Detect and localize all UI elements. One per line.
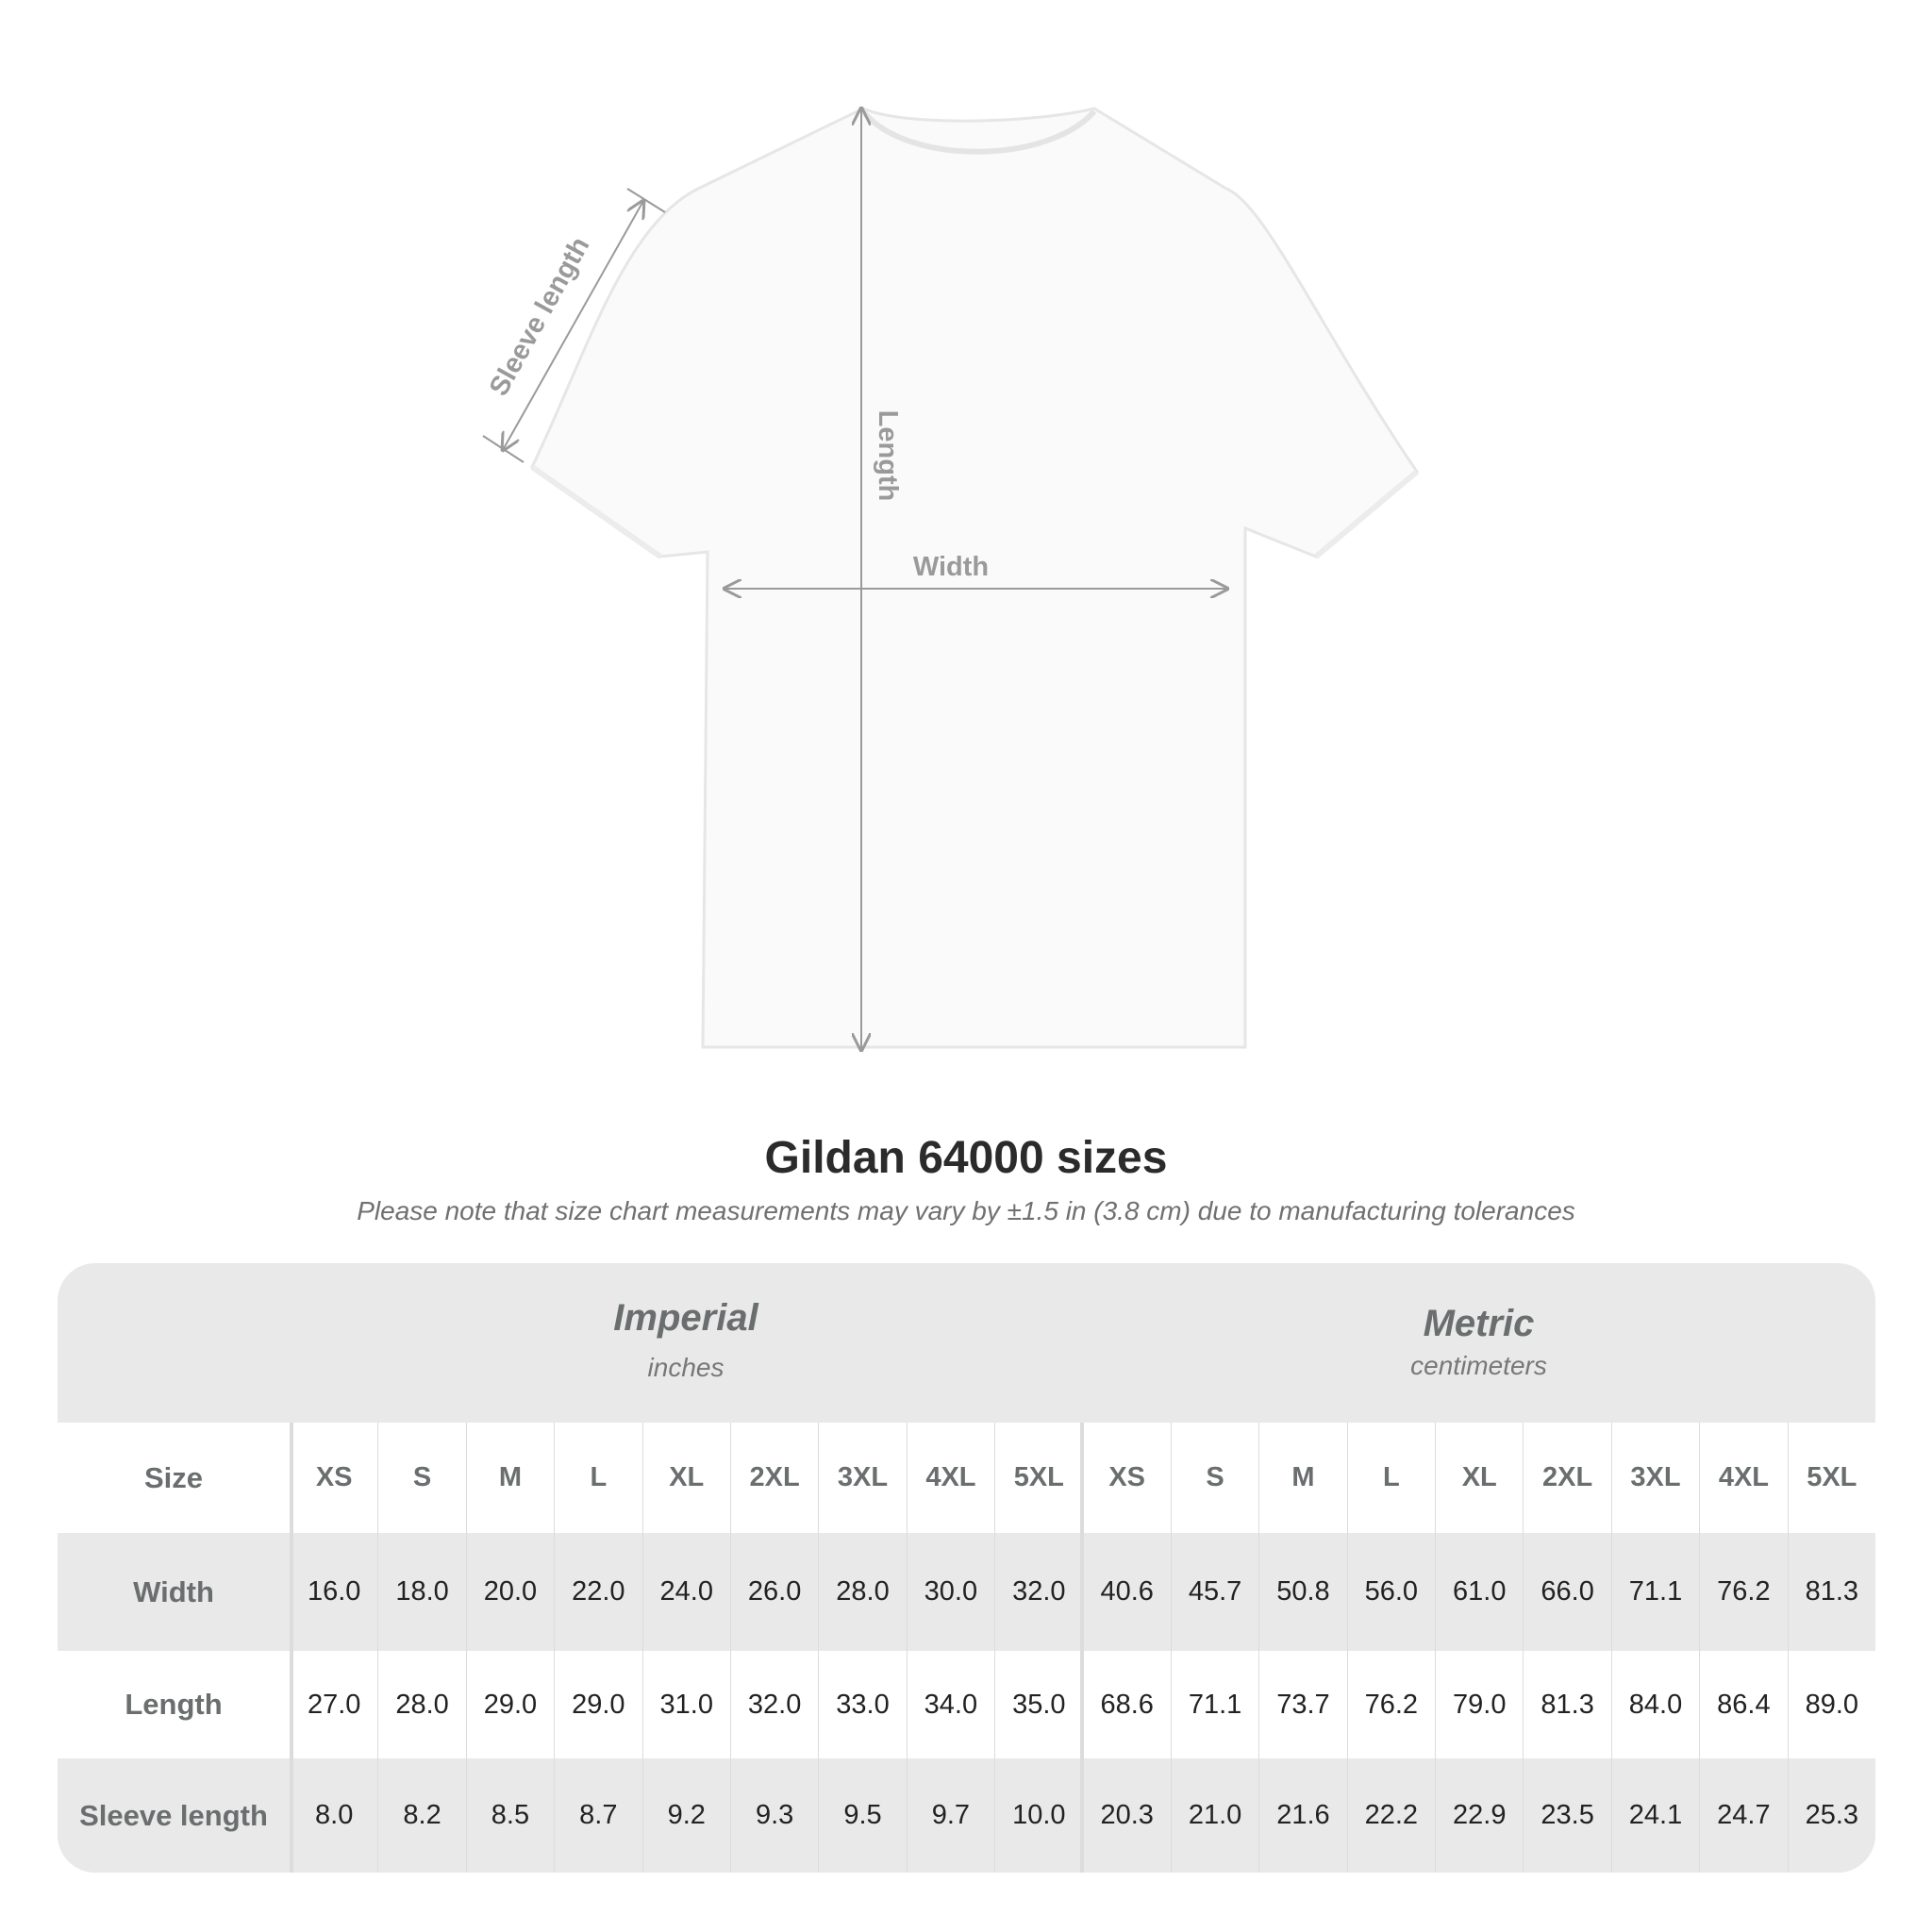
value-cell: 9.7 bbox=[906, 1758, 994, 1873]
size-header-cell: 2XL bbox=[1523, 1423, 1610, 1533]
size-header-cell: 3XL bbox=[818, 1423, 906, 1533]
value-cell: 22.0 bbox=[554, 1533, 641, 1651]
value-cell: 8.7 bbox=[554, 1758, 641, 1873]
value-cell: 24.0 bbox=[641, 1533, 730, 1651]
value-cell: 32.0 bbox=[994, 1533, 1082, 1651]
value-cell: 18.0 bbox=[377, 1533, 465, 1651]
value-cell: 26.0 bbox=[729, 1533, 818, 1651]
value-cell: 8.2 bbox=[377, 1758, 465, 1873]
imperial-unit: inches bbox=[647, 1353, 724, 1382]
length-label: Length bbox=[873, 410, 903, 502]
value-cell: 21.0 bbox=[1170, 1758, 1258, 1873]
metric-unit: centimeters bbox=[1410, 1351, 1547, 1380]
value-cell: 84.0 bbox=[1610, 1651, 1699, 1758]
value-cell: 9.5 bbox=[818, 1758, 906, 1873]
row-label: Sleeve length bbox=[79, 1798, 268, 1832]
size-header-cell: XS bbox=[290, 1423, 377, 1533]
value-cell: 45.7 bbox=[1170, 1533, 1258, 1651]
value-cell: 28.0 bbox=[377, 1651, 465, 1758]
size-header-cell: L bbox=[554, 1423, 641, 1533]
value-cell: 81.3 bbox=[1787, 1533, 1875, 1651]
metric-header: Metric centimeters bbox=[1082, 1263, 1875, 1423]
page-title: Gildan 64000 sizes bbox=[764, 1133, 1168, 1183]
size-header-cell: XL bbox=[1435, 1423, 1523, 1533]
value-cell: 31.0 bbox=[641, 1651, 730, 1758]
value-cell: 68.6 bbox=[1082, 1651, 1171, 1758]
value-cell: 79.0 bbox=[1435, 1651, 1523, 1758]
value-cell: 33.0 bbox=[818, 1651, 906, 1758]
value-cell: 23.5 bbox=[1523, 1758, 1610, 1873]
value-cell: 8.0 bbox=[290, 1758, 377, 1873]
value-cell: 73.7 bbox=[1258, 1651, 1346, 1758]
value-cell: 76.2 bbox=[1346, 1651, 1435, 1758]
value-cell: 27.0 bbox=[290, 1651, 377, 1758]
value-cell: 40.6 bbox=[1082, 1533, 1171, 1651]
size-header-cell: 4XL bbox=[1699, 1423, 1787, 1533]
row-label: Width bbox=[133, 1574, 214, 1608]
width-label: Width bbox=[913, 552, 989, 582]
value-cell: 29.0 bbox=[465, 1651, 554, 1758]
value-cell: 22.2 bbox=[1346, 1758, 1435, 1873]
value-cell: 71.1 bbox=[1170, 1651, 1258, 1758]
value-cell: 35.0 bbox=[994, 1651, 1082, 1758]
value-cell: 30.0 bbox=[906, 1533, 994, 1651]
value-cell: 28.0 bbox=[818, 1533, 906, 1651]
row-label: Size bbox=[143, 1460, 204, 1494]
size-header-cell: XL bbox=[641, 1423, 730, 1533]
table-row: Sleeve length 8.0 8.2 8.5 8.7 9.2 9.3 9.5 9.7 10.… bbox=[58, 1758, 1875, 1873]
value-cell: 34.0 bbox=[906, 1651, 994, 1758]
metric-label: Metric bbox=[1423, 1303, 1535, 1344]
size-header-cell: 5XL bbox=[1787, 1423, 1875, 1533]
value-cell: 9.3 bbox=[729, 1758, 818, 1873]
imperial-header: Imperial inches bbox=[290, 1263, 1082, 1423]
value-cell: 86.4 bbox=[1699, 1651, 1787, 1758]
value-cell: 89.0 bbox=[1787, 1651, 1875, 1758]
value-cell: 20.3 bbox=[1082, 1758, 1171, 1873]
imperial-label: Imperial bbox=[613, 1297, 758, 1339]
size-header-cell: M bbox=[1258, 1423, 1346, 1533]
size-header-cell: M bbox=[465, 1423, 554, 1533]
size-header-cell: S bbox=[377, 1423, 465, 1533]
column-divider bbox=[290, 1423, 293, 1873]
size-header-cell: XS bbox=[1082, 1423, 1171, 1533]
table-row: Length 27.0 28.0 29.0 29.0 31.0 32.0 33.0 34.0 35… bbox=[58, 1651, 1875, 1758]
value-cell: 9.2 bbox=[641, 1758, 730, 1873]
sleeve-arrow bbox=[482, 188, 666, 463]
value-cell: 8.5 bbox=[465, 1758, 554, 1873]
row-label: Length bbox=[125, 1688, 223, 1721]
value-cell: 32.0 bbox=[729, 1651, 818, 1758]
value-cell: 66.0 bbox=[1523, 1533, 1610, 1651]
value-cell: 61.0 bbox=[1435, 1533, 1523, 1651]
value-cell: 21.6 bbox=[1258, 1758, 1346, 1873]
value-cell: 24.7 bbox=[1699, 1758, 1787, 1873]
value-cell: 76.2 bbox=[1699, 1533, 1787, 1651]
value-cell: 71.1 bbox=[1610, 1533, 1699, 1651]
size-header-cell: S bbox=[1170, 1423, 1258, 1533]
value-cell: 20.0 bbox=[465, 1533, 554, 1651]
size-header-cell: 4XL bbox=[906, 1423, 994, 1533]
value-cell: 22.9 bbox=[1435, 1758, 1523, 1873]
size-header-cell: 2XL bbox=[729, 1423, 818, 1533]
size-header-cell: 3XL bbox=[1610, 1423, 1699, 1533]
size-table: Imperial inches Metric centimeters Size X… bbox=[58, 1263, 1875, 1873]
size-header-cell: 5XL bbox=[994, 1423, 1082, 1533]
table-row: Width 16.0 18.0 20.0 22.0 24.0 26.0 28.0 30.0 32.… bbox=[58, 1533, 1875, 1651]
value-cell: 56.0 bbox=[1346, 1533, 1435, 1651]
value-cell: 10.0 bbox=[994, 1758, 1082, 1873]
tshirt-diagram: Length Width Sleeve length bbox=[482, 0, 1420, 1085]
column-divider bbox=[1080, 1423, 1084, 1873]
value-cell: 29.0 bbox=[554, 1651, 641, 1758]
tolerance-note: Please note that size chart measurements… bbox=[357, 1196, 1575, 1225]
value-cell: 16.0 bbox=[290, 1533, 377, 1651]
value-cell: 24.1 bbox=[1610, 1758, 1699, 1873]
size-header-row: Size XS S M L XL 2XL 3XL 4XL 5XL XS S M L XL 2XL 3XL 4XL 5… bbox=[58, 1423, 1875, 1533]
value-cell: 50.8 bbox=[1258, 1533, 1346, 1651]
value-cell: 81.3 bbox=[1523, 1651, 1610, 1758]
size-header-cell: L bbox=[1346, 1423, 1435, 1533]
value-cell: 25.3 bbox=[1787, 1758, 1875, 1873]
